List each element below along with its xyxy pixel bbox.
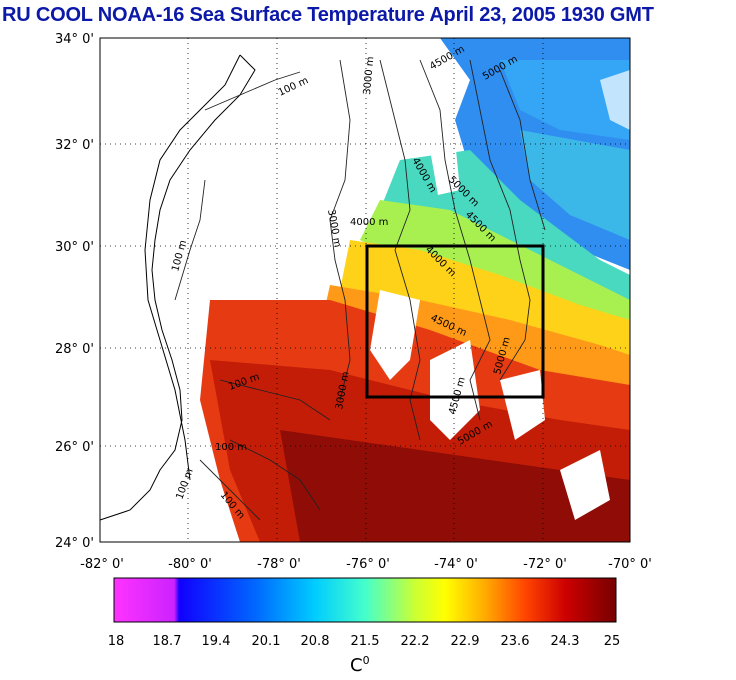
lon-label: -72° 0' (523, 557, 567, 572)
lon-label: -70° 0' (608, 557, 652, 572)
study-area-box (365, 244, 545, 399)
lat-lon-grid (100, 38, 630, 542)
colorbar-tick: 21.5 (351, 634, 380, 649)
contour-label: 3000 m (362, 56, 376, 95)
colorbar-unit-letter: C (350, 655, 363, 676)
lat-label: 34° 0' (55, 32, 94, 47)
lon-label: -82° 0' (80, 557, 124, 572)
colorbar (113, 577, 617, 623)
colorbar-ticks: 18 18.7 19.4 20.1 20.8 21.5 22.2 22.9 23… (108, 634, 621, 649)
colorbar-tick: 19.4 (202, 634, 231, 649)
colorbar-tick: 22.2 (401, 634, 430, 649)
colorbar-unit-superscript: 0 (362, 654, 370, 667)
lat-label: 28° 0' (55, 342, 94, 357)
map-border (99, 37, 631, 543)
colorbar-tick: 25 (604, 634, 621, 649)
lat-label: 24° 0' (55, 536, 94, 551)
colorbar-tick: 22.9 (451, 634, 480, 649)
lon-label: -80° 0' (168, 557, 212, 572)
colorbar-tick: 24.3 (551, 634, 580, 649)
colorbar-unit: C0 (350, 654, 370, 676)
lon-label: -78° 0' (257, 557, 301, 572)
lat-label: 30° 0' (55, 240, 94, 255)
lon-label: -76° 0' (346, 557, 390, 572)
lat-label: 32° 0' (55, 138, 94, 153)
longitude-labels: -82° 0' -80° 0' -78° 0' -76° 0' -74° 0' … (80, 557, 652, 572)
latitude-labels: 34° 0' 32° 0' 30° 0' 28° 0' 26° 0' 24° 0… (55, 32, 94, 551)
colorbar-tick: 20.1 (252, 634, 281, 649)
colorbar-tick: 20.8 (301, 634, 330, 649)
lon-label: -74° 0' (434, 557, 478, 572)
contour-label: 100 m (215, 442, 247, 453)
colorbar-tick: 18.7 (153, 634, 182, 649)
coastline (99, 54, 256, 521)
lat-label: 26° 0' (55, 440, 94, 455)
contour-label: 4000 m (350, 217, 388, 228)
colorbar-tick: 23.6 (501, 634, 530, 649)
map-title: RU COOL NOAA-16 Sea Surface Temperature … (2, 4, 654, 26)
colorbar-tick: 18 (108, 634, 125, 649)
bathymetry-contours (174, 59, 546, 521)
